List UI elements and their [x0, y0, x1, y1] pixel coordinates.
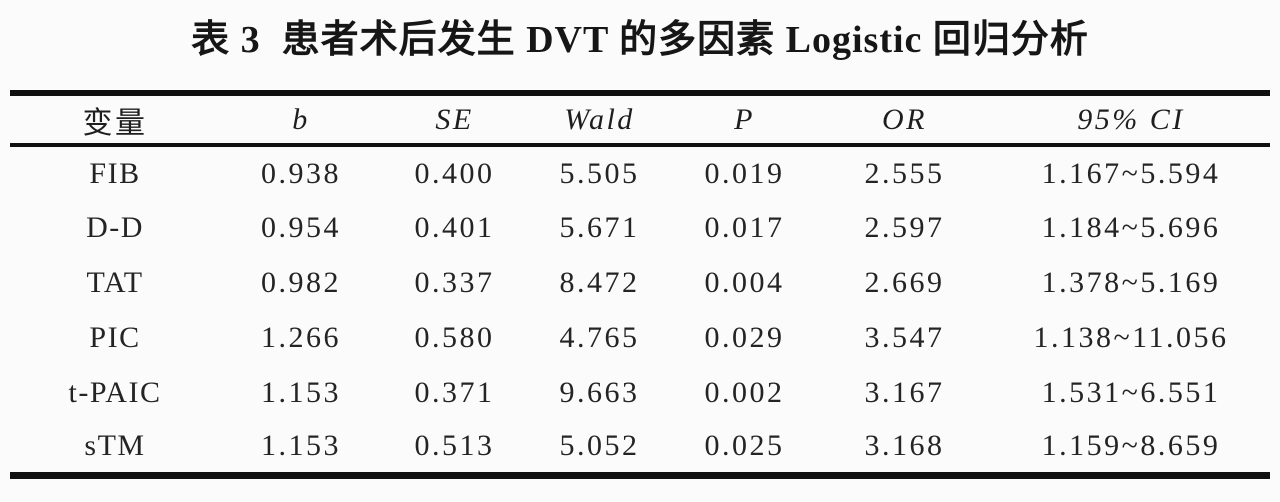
watermark-fragment: m.bihdw68.c — [1092, 488, 1266, 502]
table-cell: 0.029 — [704, 320, 785, 354]
table-cell: 5.052 — [559, 428, 640, 462]
table-cell: 0.400 — [414, 156, 495, 190]
logistic-regression-table: 变量 b SE Wald P OR 95% CI FIB 0.938 0.400… — [10, 90, 1270, 479]
row-label: D-D — [86, 210, 144, 244]
table-cell: 0.580 — [414, 320, 495, 354]
table-cell: 0.025 — [704, 428, 785, 462]
table-cell: 1.138~11.056 — [1033, 320, 1229, 354]
table-cell: 0.938 — [261, 156, 341, 190]
table-cell: 1.153 — [261, 428, 341, 462]
table-cell: 9.663 — [559, 375, 640, 409]
table-row: sTM 1.153 0.513 5.052 0.025 3.168 1.159~… — [10, 420, 1270, 475]
table-cell: 5.505 — [559, 156, 640, 190]
table-cell: 1.184~5.696 — [1041, 210, 1221, 244]
table-row: t-PAIC 1.153 0.371 9.663 0.002 3.167 1.5… — [10, 365, 1270, 420]
table-cell: 0.513 — [414, 428, 495, 462]
table-cell: 1.153 — [261, 375, 341, 409]
table-cell: 3.168 — [864, 428, 945, 462]
table-cell: 3.167 — [864, 375, 945, 409]
col-header-wald: Wald — [564, 102, 635, 136]
table-cell: 4.765 — [559, 320, 640, 354]
table-row: TAT 0.982 0.337 8.472 0.004 2.669 1.378~… — [10, 255, 1270, 310]
table-cell: 0.004 — [704, 265, 785, 299]
table-cell: 2.555 — [864, 156, 945, 190]
table-cell: 8.472 — [559, 265, 640, 299]
table-cell: 0.337 — [414, 265, 495, 299]
row-label: t-PAIC — [68, 375, 162, 409]
row-label: sTM — [84, 428, 146, 462]
header-row: 变量 b SE Wald P OR 95% CI — [10, 93, 1270, 145]
table-cell: 0.371 — [414, 375, 495, 409]
table-cell: 0.017 — [704, 210, 785, 244]
table-cell: 1.266 — [261, 320, 341, 354]
table-caption: 表 3 患者术后发生 DVT 的多因素 Logistic 回归分析 — [191, 19, 1089, 61]
col-header-or: OR — [882, 102, 927, 136]
table-cell: 0.401 — [414, 210, 495, 244]
table-cell: 0.954 — [261, 210, 341, 244]
table-cell: 0.982 — [261, 265, 341, 299]
row-label: TAT — [86, 265, 144, 299]
col-header-variable: 变量 — [82, 106, 148, 140]
row-label: PIC — [89, 320, 141, 354]
table-row: FIB 0.938 0.400 5.505 0.019 2.555 1.167~… — [10, 145, 1270, 200]
col-header-p: P — [734, 102, 755, 136]
table-cell: 0.019 — [704, 156, 785, 190]
table-cell: 0.002 — [704, 375, 785, 409]
table-cell: 1.159~8.659 — [1041, 428, 1221, 462]
col-header-b: b — [292, 102, 310, 136]
table-cell: 3.547 — [864, 320, 945, 354]
table-cell: 2.597 — [864, 210, 945, 244]
col-header-se: SE — [435, 102, 474, 136]
col-header-ci: 95% CI — [1077, 102, 1185, 136]
table-cell: 1.531~6.551 — [1041, 375, 1221, 409]
row-label: FIB — [89, 156, 141, 190]
paper-table-figure: 表 3 患者术后发生 DVT 的多因素 Logistic 回归分析 变量 b S… — [0, 12, 1280, 502]
table-cell: 5.671 — [559, 210, 640, 244]
table-cell: 2.669 — [864, 265, 945, 299]
table-cell: 1.167~5.594 — [1041, 156, 1221, 190]
table-cell: 1.378~5.169 — [1041, 265, 1221, 299]
table-row: D-D 0.954 0.401 5.671 0.017 2.597 1.184~… — [10, 200, 1270, 255]
table-row: PIC 1.266 0.580 4.765 0.029 3.547 1.138~… — [10, 310, 1270, 365]
